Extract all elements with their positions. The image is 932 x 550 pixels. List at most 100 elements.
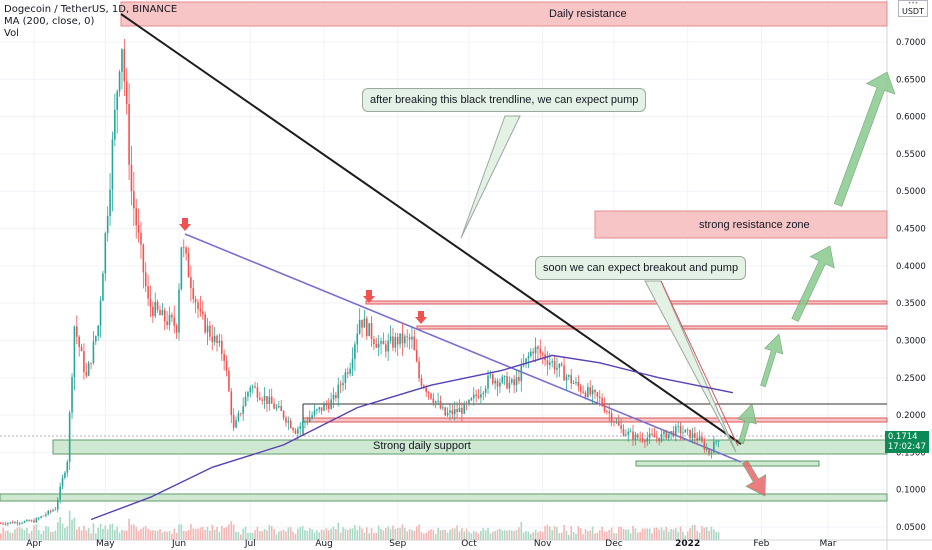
candle-body [579,386,582,392]
breakout-note[interactable]: soon we can expect breakout and pump [535,256,747,280]
volume-bar [375,532,378,540]
candle-body [137,225,140,233]
arrow-down [741,460,767,497]
candle-body [556,367,558,370]
volume-bar [201,526,204,540]
candle-body [142,244,145,273]
candle-body [154,301,157,317]
volume-bar [16,527,19,540]
candle-body [627,431,630,435]
candle-body [620,425,622,429]
candle-body [568,375,570,377]
candle-body [52,509,54,512]
candle-body [396,336,399,345]
volume-bar [68,510,71,540]
candle-body [247,392,249,397]
time-tick-label: Jul [244,539,256,549]
volume-bar [2,527,4,540]
volume-bar [128,518,130,540]
sell-marker-icon [363,296,375,303]
candle-body [617,421,620,426]
volume-bar [297,528,299,540]
volume-bar [11,532,14,540]
volume-bar [665,526,668,540]
note1-pointer [460,115,521,239]
candle-body [263,396,266,401]
volume-bar [351,528,354,540]
volume-bar [249,532,252,540]
candle-body [192,288,195,300]
volume-bar [365,527,368,540]
candle-body [549,362,551,365]
candle-body [80,346,83,352]
volume-bar [325,528,328,540]
candle-body [118,71,121,92]
volume-bar [563,524,565,540]
candle-body [587,387,589,397]
candle-body [715,441,718,443]
volume-bar [553,526,556,540]
candle-body [270,396,273,404]
candle-body [7,523,9,525]
volume-bar [52,532,54,540]
volume-bar [40,533,42,540]
volume-bar [223,527,225,540]
candle-body [102,273,104,301]
candle-body [71,377,73,413]
volume-bar [425,532,428,540]
volume-bar [560,532,563,540]
candle-body [570,375,573,384]
candle-body [408,337,411,340]
candle-body [525,358,527,365]
volume-bar [28,533,31,540]
time-tick-label: Nov [534,539,552,549]
candle-body [325,404,328,406]
volume-bar [458,531,461,540]
candle-body [339,384,342,386]
volume-bar [180,524,183,540]
candle-body [297,428,299,434]
purple-trendline [184,233,742,463]
candle-body [451,410,454,415]
volume-bar [641,528,644,540]
trendline-note[interactable]: after breaking this black trendline, we … [362,88,647,112]
candle-body [56,499,59,510]
candle-body [515,377,518,386]
candle-body [385,344,387,352]
volume-bar [83,525,85,540]
volume-bar [14,529,16,540]
time-tick-label: Jun [171,539,186,549]
candle-body [152,306,154,317]
candle-body [0,523,2,525]
candle-body [180,247,183,290]
volume-bar [33,525,35,540]
volume-bar [613,533,615,540]
candle-body [691,433,694,439]
volume-bar [392,525,394,540]
candle-body [327,405,330,409]
candle-body [125,81,128,104]
volume-bar [494,530,496,540]
volume-bar [472,530,475,540]
candle-body [415,350,418,362]
candle-body [251,386,254,388]
sell-marker-stem [366,290,372,296]
sell-marker-icon [179,224,191,231]
volume-bar [660,527,663,540]
volume-bar [646,528,649,540]
candle-body [73,326,76,378]
candle-body [121,49,123,72]
volume-bar [530,534,532,540]
currency-badge[interactable]: ••• USDT [898,0,928,17]
candle-body [64,472,66,478]
volume-bar [532,532,534,540]
volume-bar [323,530,325,540]
volume-bar [506,530,508,540]
volume-bar [346,530,349,540]
volume-indicator-label[interactable]: Vol [4,28,19,39]
volume-bar [197,528,199,540]
volume-bar [639,531,641,540]
volume-bar [620,526,622,540]
ma-indicator-label[interactable]: MA (200, close, 0) [4,16,95,27]
